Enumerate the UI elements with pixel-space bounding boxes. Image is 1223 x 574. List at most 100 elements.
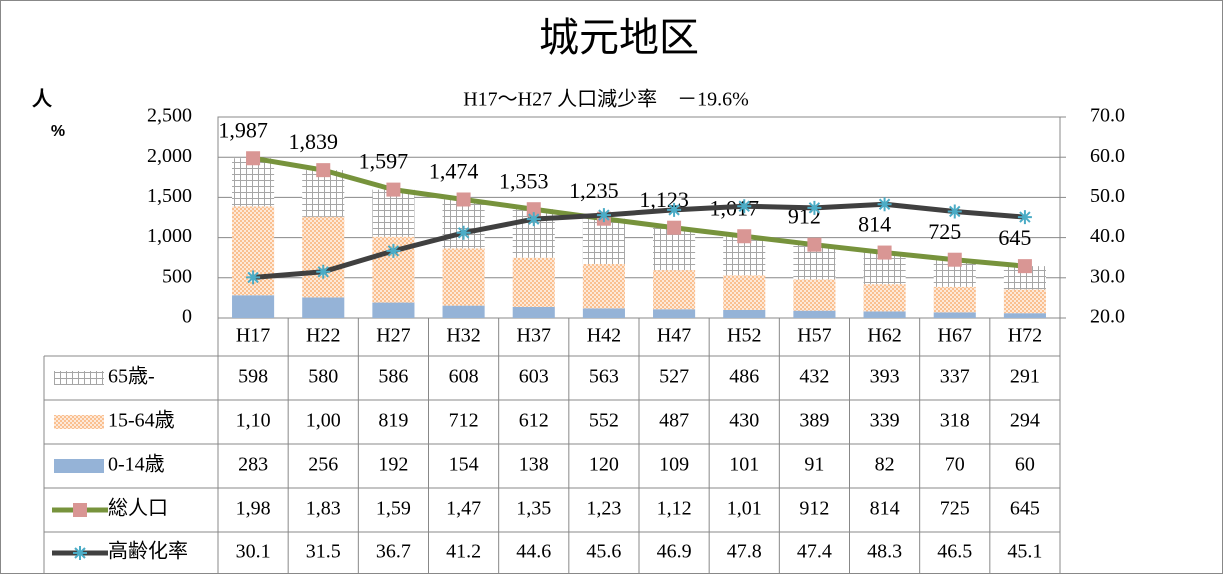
table-cell: 814 xyxy=(870,498,900,520)
bar-segment xyxy=(302,216,345,298)
x-tick-label: H62 xyxy=(867,325,901,347)
table-cell: 645 xyxy=(1010,498,1040,520)
table-cell: 486 xyxy=(729,366,759,388)
line-marker xyxy=(807,200,822,215)
data-label: 1,235 xyxy=(569,178,619,203)
line-marker xyxy=(737,199,752,214)
table-cell: 60 xyxy=(1015,454,1035,476)
bar-segment xyxy=(512,306,555,318)
bar-segment xyxy=(582,263,625,309)
bar-segment xyxy=(1003,289,1046,314)
bar-segment xyxy=(723,309,766,318)
bar-segment xyxy=(582,308,625,318)
table-cell: 31.5 xyxy=(306,541,341,563)
bar-segment xyxy=(372,189,415,237)
table-cell: 1,98 xyxy=(236,498,271,520)
table-cell: 91 xyxy=(804,454,824,476)
bar-segment xyxy=(442,199,485,249)
y2-tick-label: 30.0 xyxy=(1090,265,1125,287)
legend-label: 0-14歳 xyxy=(108,453,165,476)
bar-segment xyxy=(512,257,555,307)
table-cell: 1,83 xyxy=(306,498,341,520)
table-cell: 339 xyxy=(870,410,900,432)
line-series xyxy=(252,155,1026,269)
y2-axis-label: % xyxy=(51,123,65,140)
data-label: 1,353 xyxy=(499,168,549,193)
line-marker xyxy=(877,197,892,212)
table-cell: 46.9 xyxy=(657,541,692,563)
table-cell: 1,12 xyxy=(657,498,692,520)
table-cell: 45.1 xyxy=(1007,541,1042,563)
table-cell: 1,47 xyxy=(446,498,481,520)
line-marker xyxy=(246,151,261,166)
bar-segment xyxy=(933,286,976,313)
legend-key xyxy=(73,546,87,560)
table-cell: 432 xyxy=(799,366,829,388)
bar-segment xyxy=(442,248,485,306)
legend-label: 65歳- xyxy=(108,365,155,388)
table-cell: 580 xyxy=(308,366,338,388)
x-tick-label: H72 xyxy=(1008,325,1042,347)
table-cell: 1,00 xyxy=(306,410,341,432)
bar-segment xyxy=(863,284,906,312)
table-cell: 563 xyxy=(589,366,619,388)
line-marker xyxy=(807,237,822,252)
table-cell: 1,35 xyxy=(516,498,551,520)
table-cell: 1,23 xyxy=(586,498,621,520)
data-label: 814 xyxy=(858,212,891,237)
line-marker xyxy=(526,212,541,227)
line-marker xyxy=(456,225,471,240)
table-cell: 725 xyxy=(940,498,970,520)
line-marker xyxy=(316,264,331,279)
table-cell: 47.4 xyxy=(797,541,832,563)
table-cell: 283 xyxy=(238,454,268,476)
table-cell: 36.7 xyxy=(376,541,411,563)
legend-label: 高齢化率 xyxy=(108,540,188,563)
bar-segment xyxy=(232,158,275,207)
table-cell: 82 xyxy=(875,454,895,476)
table-cell: 819 xyxy=(378,410,408,432)
y2-tick-label: 50.0 xyxy=(1090,185,1125,207)
line-marker xyxy=(596,208,611,223)
x-tick-label: H22 xyxy=(306,325,340,347)
table-cell: 192 xyxy=(378,454,408,476)
table-cell: 291 xyxy=(1010,366,1040,388)
line-marker xyxy=(737,229,752,244)
data-label: 1,987 xyxy=(218,117,268,142)
line-marker xyxy=(246,270,261,285)
table-cell: 1,01 xyxy=(727,498,762,520)
line-marker xyxy=(667,220,682,235)
y-tick-label: 2,500 xyxy=(147,105,192,127)
table-cell: 138 xyxy=(519,454,549,476)
table-cell: 45.6 xyxy=(586,541,621,563)
bar-segment xyxy=(653,309,696,318)
line-marker xyxy=(1017,210,1032,225)
bar-segment xyxy=(302,297,345,318)
table-cell: 586 xyxy=(378,366,408,388)
line-marker xyxy=(386,182,401,197)
bar-segment xyxy=(933,312,976,318)
line-series xyxy=(252,201,1026,280)
legend-key xyxy=(54,459,104,473)
line-marker xyxy=(877,245,892,260)
bar-segment xyxy=(863,311,906,318)
bar-segment xyxy=(582,218,625,264)
table-cell: 47.8 xyxy=(727,541,762,563)
y2-tick-label: 20.0 xyxy=(1090,306,1125,328)
x-tick-label: H27 xyxy=(376,325,410,347)
x-tick-label: H47 xyxy=(657,325,691,347)
bar-segment xyxy=(723,275,766,310)
chart-title: 城元地区 xyxy=(539,15,699,60)
legend-key xyxy=(73,503,87,517)
table-cell: 612 xyxy=(519,410,549,432)
table-cell: 603 xyxy=(519,366,549,388)
table-cell: 1,10 xyxy=(236,410,271,432)
bar-segment xyxy=(653,227,696,271)
legend-key xyxy=(54,415,104,429)
table-cell: 430 xyxy=(729,410,759,432)
x-tick-label: H52 xyxy=(727,325,761,347)
table-cell: 294 xyxy=(1010,410,1040,432)
x-tick-label: H17 xyxy=(236,325,270,347)
bar-segment xyxy=(793,279,836,311)
x-tick-label: H57 xyxy=(797,325,831,347)
